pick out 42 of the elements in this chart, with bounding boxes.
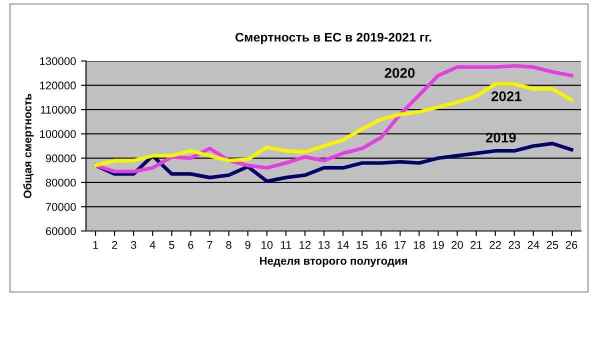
- x-tick-label: 4: [150, 241, 156, 249]
- line-series: [94, 82, 574, 168]
- y-tick-label: 120000: [40, 82, 76, 90]
- x-tick-label: 2: [112, 241, 118, 249]
- x-tick-label: 10: [262, 241, 273, 249]
- y-tick-label: 130000: [40, 57, 76, 66]
- x-tick-label: 5: [169, 241, 174, 249]
- x-tick-label: 11: [280, 241, 292, 249]
- x-tick-label: 9: [245, 241, 250, 249]
- x-tick-label: 16: [376, 241, 387, 249]
- x-tick-label: 25: [546, 241, 558, 249]
- x-tick-label: 7: [207, 241, 212, 249]
- x-tick-label: 26: [566, 241, 578, 249]
- x-tick-label: 20: [452, 241, 463, 249]
- line-series: [94, 142, 574, 184]
- x-tick-label: 21: [470, 241, 482, 249]
- x-tick-label: 22: [490, 241, 501, 249]
- x-tick-label: 15: [356, 241, 368, 249]
- x-tick-label: 8: [226, 241, 232, 249]
- x-tick-label: 1: [93, 241, 98, 249]
- x-tick-label: 17: [394, 241, 406, 249]
- y-tick-label: 90000: [46, 154, 76, 162]
- series-label: 2020: [384, 68, 415, 78]
- chart-title: Смертность в ЕС в 2019-2021 гг.: [235, 32, 432, 44]
- y-tick-label: 100000: [40, 130, 76, 138]
- x-tick-label: 6: [188, 241, 194, 249]
- series-label: 2021: [491, 91, 522, 102]
- x-tick-label: 23: [508, 241, 520, 249]
- x-tick-label: 19: [432, 241, 444, 249]
- y-tick-label: 60000: [46, 227, 76, 236]
- y-tick-label: 80000: [46, 178, 76, 187]
- x-tick-label: 14: [338, 241, 349, 249]
- line-series: [94, 64, 574, 174]
- y-tick-label: 70000: [46, 202, 76, 211]
- x-tick-label: 13: [318, 241, 330, 249]
- y-axis-title: Общая смертность: [23, 94, 34, 198]
- x-tick-label: 18: [414, 241, 425, 249]
- x-axis-title: Неделя второго полугодия: [260, 257, 407, 267]
- x-tick-label: 24: [528, 241, 540, 249]
- x-tick-label: 3: [130, 241, 136, 249]
- x-tick-label: 12: [300, 241, 311, 249]
- y-tick-label: 110000: [40, 106, 76, 114]
